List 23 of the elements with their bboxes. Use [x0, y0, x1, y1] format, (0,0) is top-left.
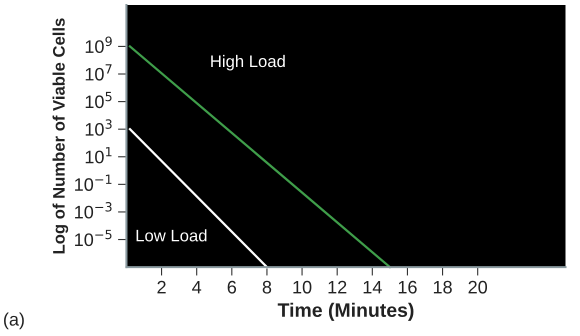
y-axis-title: Log of Number of Viable Cells — [52, 18, 68, 254]
x-tick-label: 10 — [293, 280, 312, 294]
x-tick-label: 18 — [434, 280, 452, 294]
y-tick-label: 10$^{−3}$ — [75, 202, 112, 219]
x-tick-label: 20 — [468, 280, 488, 294]
y-tick-label: 10$^{−5}$ — [75, 230, 112, 246]
text: (a) — [4, 312, 24, 330]
y-tick-label: 10$^{9}$ — [86, 36, 112, 54]
y-tick-label: 10$^{1}$ — [86, 147, 112, 164]
x-axis-title: Time (Minutes) — [278, 302, 414, 321]
annotation: High Load — [211, 54, 285, 70]
x-tick-label: 14 — [364, 280, 382, 294]
annotation: Low Load — [136, 229, 206, 242]
y-tick-label: 10$^{3}$ — [86, 119, 112, 136]
y-tick-label: 10$^{−1}$ — [75, 174, 112, 191]
x-tick-label: 12 — [328, 280, 346, 294]
x-tick-label: 16 — [398, 280, 417, 294]
y-tick-label: 10$^{7}$ — [86, 64, 112, 81]
y-tick-label: 10$^{5}$ — [86, 92, 112, 108]
x-tick-label: 4 — [192, 280, 202, 294]
x-tick-label: 2 — [157, 280, 166, 294]
x-tick-label: 8 — [262, 280, 272, 294]
x-tick-label: 6 — [228, 280, 236, 294]
